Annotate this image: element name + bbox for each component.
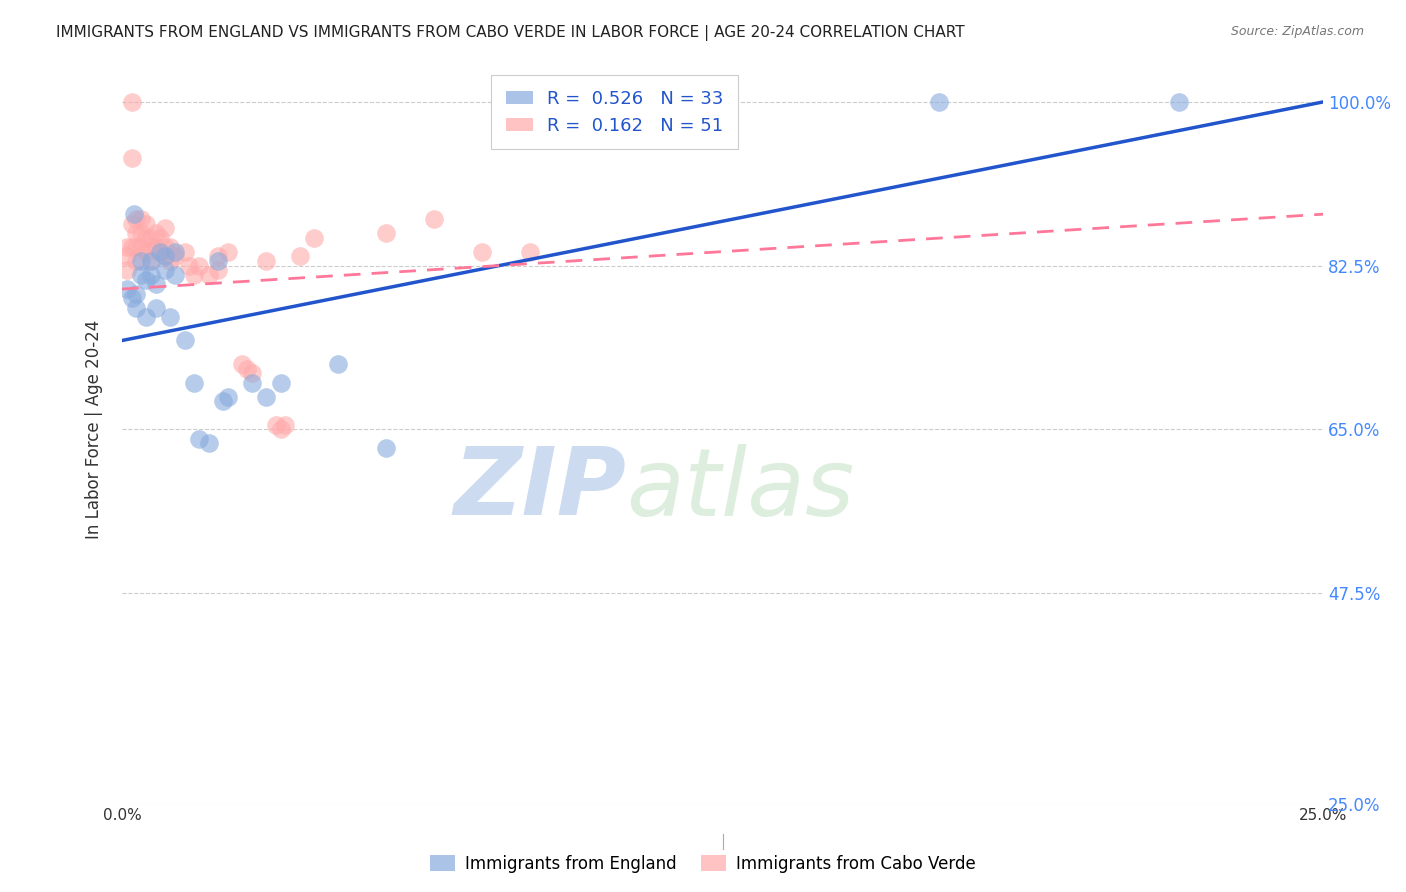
Point: [207, 254, 229, 268]
Y-axis label: In Labor Force | Age 20-24: In Labor Force | Age 20-24: [86, 319, 103, 539]
Point: [207, 249, 229, 263]
Point: [217, 390, 239, 404]
Point: [288, 249, 311, 263]
Point: [1168, 95, 1191, 109]
Point: [928, 95, 950, 109]
Point: [240, 376, 263, 390]
Point: [135, 310, 157, 325]
Point: [264, 417, 287, 432]
Point: [155, 240, 177, 254]
Point: [121, 95, 143, 109]
Point: [375, 226, 398, 240]
Point: [519, 244, 541, 259]
Point: [115, 249, 138, 263]
Point: [129, 226, 152, 240]
Point: [149, 244, 172, 259]
Point: [122, 207, 145, 221]
Point: [145, 240, 167, 254]
Point: [270, 422, 292, 436]
Point: [207, 263, 229, 277]
Point: [155, 221, 177, 235]
Point: [121, 240, 143, 254]
Text: Source: ZipAtlas.com: Source: ZipAtlas.com: [1230, 25, 1364, 38]
Point: [159, 310, 181, 325]
Point: [125, 301, 148, 315]
Point: [115, 282, 138, 296]
Point: [163, 268, 186, 282]
Point: [125, 211, 148, 226]
Point: [187, 259, 209, 273]
Point: [302, 230, 325, 244]
Point: [115, 240, 138, 254]
Point: [125, 240, 148, 254]
Point: [197, 268, 219, 282]
Point: [274, 417, 297, 432]
Point: [121, 217, 143, 231]
Point: [183, 268, 205, 282]
Point: [125, 286, 148, 301]
Point: [155, 249, 177, 263]
Point: [240, 366, 263, 380]
Point: [139, 230, 162, 244]
Point: [129, 254, 152, 268]
Point: [254, 254, 277, 268]
Point: [121, 151, 143, 165]
Point: [125, 226, 148, 240]
Point: [163, 249, 186, 263]
Point: [375, 441, 398, 455]
Point: [135, 273, 157, 287]
Point: [423, 211, 446, 226]
Point: [155, 249, 177, 263]
Point: [125, 254, 148, 268]
Point: [139, 268, 162, 282]
Point: [236, 361, 259, 376]
Point: [155, 263, 177, 277]
Legend: Immigrants from England, Immigrants from Cabo Verde: Immigrants from England, Immigrants from…: [423, 848, 983, 880]
Point: [135, 244, 157, 259]
Point: [231, 357, 253, 371]
Point: [197, 436, 219, 450]
Point: [115, 263, 138, 277]
Point: [121, 292, 143, 306]
Point: [254, 390, 277, 404]
Point: [159, 254, 181, 268]
Point: [139, 240, 162, 254]
Text: IMMIGRANTS FROM ENGLAND VS IMMIGRANTS FROM CABO VERDE IN LABOR FORCE | AGE 20-24: IMMIGRANTS FROM ENGLAND VS IMMIGRANTS FR…: [56, 25, 965, 41]
Point: [217, 244, 239, 259]
Point: [173, 244, 195, 259]
Point: [139, 254, 162, 268]
Point: [183, 376, 205, 390]
Point: [187, 432, 209, 446]
Point: [163, 244, 186, 259]
Point: [129, 211, 152, 226]
Point: [145, 226, 167, 240]
Point: [145, 301, 167, 315]
Point: [129, 240, 152, 254]
Point: [212, 394, 235, 409]
Point: [135, 217, 157, 231]
Point: [173, 334, 195, 348]
Legend: R =  0.526   N = 33, R =  0.162   N = 51: R = 0.526 N = 33, R = 0.162 N = 51: [492, 76, 738, 149]
Point: [471, 244, 494, 259]
Point: [159, 240, 181, 254]
Point: [139, 254, 162, 268]
Point: [179, 259, 201, 273]
Point: [135, 230, 157, 244]
Text: atlas: atlas: [627, 443, 855, 535]
Point: [145, 277, 167, 292]
Point: [270, 376, 292, 390]
Point: [149, 244, 172, 259]
Text: ZIP: ZIP: [454, 443, 627, 535]
Point: [149, 230, 172, 244]
Point: [129, 268, 152, 282]
Point: [328, 357, 350, 371]
